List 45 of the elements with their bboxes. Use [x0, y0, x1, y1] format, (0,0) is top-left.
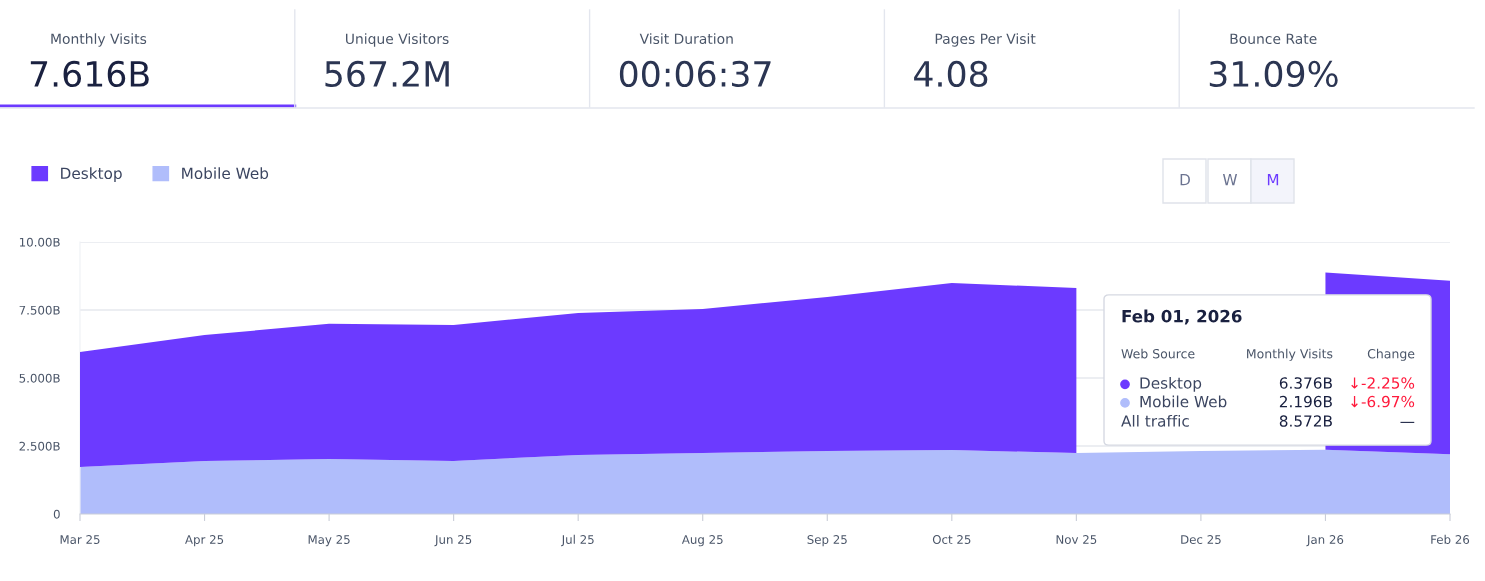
legend-label: Mobile Web — [182, 167, 269, 180]
annotation: All traffic — [1121, 414, 1189, 427]
y-tick-label: 0 — [53, 509, 60, 519]
text: 567.2M — [325, 60, 449, 88]
annotation: 6.376B — [1279, 377, 1332, 389]
annotation: 2.196B — [1279, 395, 1332, 408]
text: Unique Visitors — [346, 33, 449, 47]
y-tick-label: 5.000B — [19, 373, 60, 383]
text: 00:06:37 — [619, 60, 771, 88]
x-tick-label: Sep 25 — [807, 535, 847, 547]
text: Monthly Visits — [51, 33, 147, 47]
x-tick-label: Aug 25 — [681, 535, 723, 547]
x-tick-label: Mar 25 — [60, 535, 100, 544]
x-tick-label: Dec 25 — [1181, 535, 1221, 544]
text: D — [1180, 174, 1190, 186]
x-tick-label: Oct 25 — [932, 535, 971, 544]
text: 4.08 — [914, 60, 988, 88]
text: W — [1222, 174, 1238, 186]
x-tick-label: Jan 26 — [1306, 535, 1344, 547]
text: M — [1267, 174, 1279, 186]
x-tick-label: May 25 — [308, 535, 350, 547]
x-tick-label: Jun 25 — [434, 535, 472, 547]
y-tick-label: 2.500B — [19, 441, 60, 451]
annotation: Web Source — [1121, 348, 1195, 359]
text: 7.616B — [30, 60, 149, 88]
text: 31.09% — [1209, 60, 1338, 88]
annotation: Desktop — [1140, 376, 1202, 392]
y-tick-label: 7.500B — [19, 305, 60, 315]
annotation: 8.572B — [1279, 415, 1332, 427]
annotation: Mobile Web — [1140, 395, 1227, 408]
text: Bounce Rate — [1230, 33, 1317, 45]
x-tick-label: Feb 26 — [1431, 534, 1470, 544]
annotation: Change — [1367, 348, 1415, 361]
text: Pages Per Visit — [935, 33, 1036, 47]
text: Visit Duration — [639, 33, 733, 45]
annotation: ↓-6.97% — [1351, 395, 1415, 408]
x-tick-label: Apr 25 — [185, 535, 224, 547]
annotation: ↓-2.25% — [1351, 377, 1415, 389]
y-tick-label: 10.00B — [19, 237, 60, 247]
x-tick-label: Jul 25 — [561, 534, 594, 547]
x-tick-label: Nov 25 — [1056, 535, 1097, 544]
annotation: Feb 01, 2026 — [1122, 309, 1242, 325]
annotation: — — [1400, 421, 1415, 423]
legend-label: Desktop — [61, 167, 122, 183]
annotation: Monthly Visits — [1247, 348, 1333, 361]
